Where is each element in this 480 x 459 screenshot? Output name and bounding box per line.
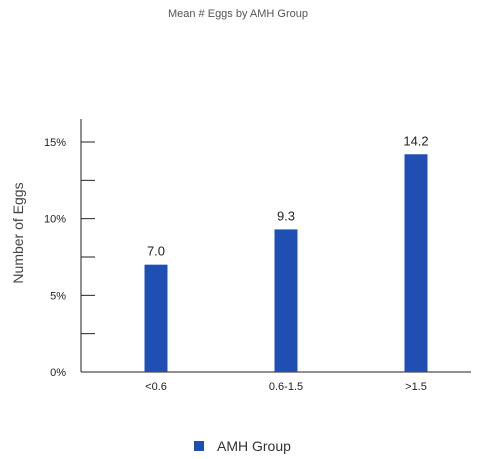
bar-1: [274, 229, 298, 372]
bar-0: [144, 264, 168, 372]
y-axis-label: Number of Eggs: [10, 182, 26, 283]
y-axis-ticks: 0% 5% 10% 15%: [44, 137, 95, 379]
y-tick-label: 5%: [50, 290, 66, 302]
bar-2: [404, 154, 428, 372]
x-tick-label: >1.5: [405, 381, 427, 393]
legend-label: AMH Group: [217, 438, 291, 454]
data-label: 7.0: [147, 244, 165, 259]
x-tick-label: 0.6-1.5: [269, 381, 303, 393]
y-tick-label: 10%: [44, 214, 66, 226]
data-labels: 7.0 9.3 14.2: [147, 133, 429, 258]
y-tick-label: 15%: [44, 137, 66, 149]
x-tick-label: <0.6: [145, 381, 167, 393]
bars: [144, 154, 428, 372]
x-axis-ticks: <0.6 0.6-1.5 >1.5: [145, 381, 427, 393]
data-label: 9.3: [277, 208, 295, 223]
y-tick-label: 0%: [50, 367, 66, 379]
legend: AMH Group: [194, 438, 291, 454]
chart-title: Mean # Eggs by AMH Group: [168, 8, 308, 20]
legend-swatch: [194, 441, 204, 451]
data-label: 14.2: [403, 133, 428, 148]
